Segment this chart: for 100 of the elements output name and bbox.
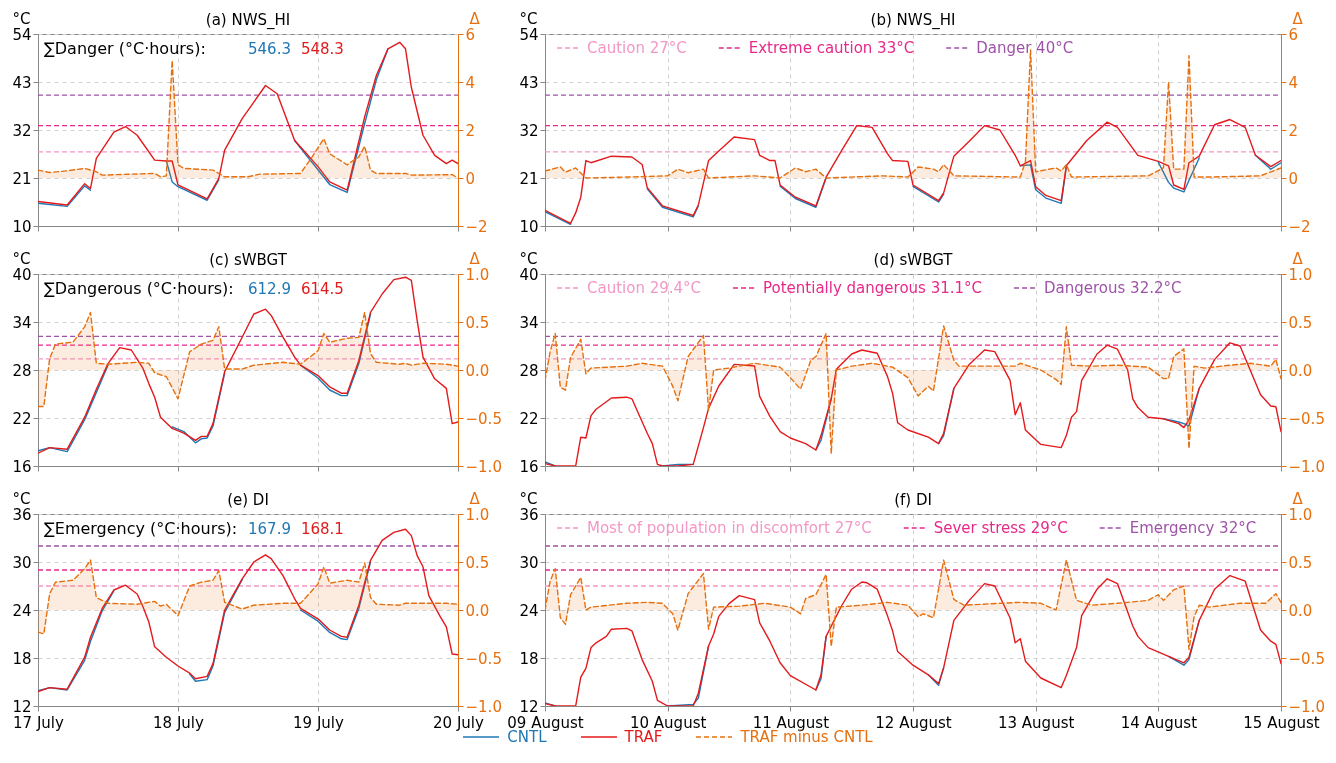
y-tick-label: 30 xyxy=(12,553,32,572)
y2-axis-title: Δ xyxy=(469,9,481,28)
y-tick-label: 30 xyxy=(519,553,539,572)
legend-label: Emergency 32°C xyxy=(1129,519,1257,537)
y-tick-label: 10 xyxy=(519,217,539,236)
y2-tick-label: 0.0 xyxy=(1288,601,1313,620)
legend-label: Dangerous 32.2°C xyxy=(1044,279,1182,297)
chart-title: (b) NWS_HI xyxy=(870,11,956,30)
y-tick-label: 18 xyxy=(12,649,32,668)
y-tick-label: 28 xyxy=(12,361,32,380)
y-tick-label: 34 xyxy=(519,313,539,332)
y2-tick-label: −0.5 xyxy=(465,409,502,428)
y2-tick-label: −0.5 xyxy=(1288,649,1325,668)
chart-title: (f) DI xyxy=(894,491,932,509)
y-tick-label: 10 xyxy=(12,217,32,236)
y-tick-label: 16 xyxy=(519,457,539,476)
y2-tick-label: −0.5 xyxy=(1288,409,1325,428)
y2-tick-label: 0.5 xyxy=(1288,313,1313,332)
chart-title: (a) NWS_HI xyxy=(205,11,291,30)
annotation: 546.3 xyxy=(248,40,291,58)
legend-label: Caution 29.4°C xyxy=(587,279,702,297)
y2-tick-label: 0 xyxy=(465,169,476,188)
chart-title: (d) sWBGT xyxy=(873,251,954,269)
y-tick-label: 22 xyxy=(519,409,539,428)
y2-tick-label: 0.5 xyxy=(465,313,490,332)
legend-label: TRAF xyxy=(624,728,663,746)
y2-tick-label: 4 xyxy=(465,73,476,92)
y2-tick-label: −2 xyxy=(1288,217,1311,236)
annotation: 614.5 xyxy=(300,280,344,298)
annotation: 548.3 xyxy=(300,40,344,58)
y2-tick-label: 1.0 xyxy=(465,265,490,284)
y2-tick-label: 4 xyxy=(1288,73,1299,92)
y2-tick-label: −0.5 xyxy=(465,649,502,668)
x-tick-label: 19 July xyxy=(293,713,345,732)
x-tick-label: 13 August xyxy=(997,713,1075,732)
annotation: ∑Dangerous (°C·hours): xyxy=(44,279,234,298)
y2-tick-label: −1.0 xyxy=(465,697,502,716)
y2-axis-title: Δ xyxy=(1292,9,1304,28)
y-tick-label: 22 xyxy=(12,409,32,428)
y2-tick-label: 1.0 xyxy=(1288,505,1313,524)
y-axis-title: °C xyxy=(519,9,538,28)
annotation: ∑Emergency (°C·hours): xyxy=(44,519,238,538)
y2-tick-label: 0.0 xyxy=(465,361,490,380)
y-axis-title: °C xyxy=(519,489,538,508)
y-tick-label: 12 xyxy=(519,697,539,716)
y2-tick-label: 0.0 xyxy=(465,601,490,620)
legend-label: Sever stress 29°C xyxy=(933,519,1068,537)
y2-tick-label: 2 xyxy=(465,121,476,140)
y-tick-label: 36 xyxy=(519,505,539,524)
y2-axis-title: Δ xyxy=(469,249,481,268)
y2-tick-label: 6 xyxy=(1288,25,1299,44)
y-axis-title: °C xyxy=(12,9,31,28)
x-tick-label: 12 August xyxy=(875,713,952,732)
y-tick-label: 34 xyxy=(12,313,32,332)
y-tick-label: 40 xyxy=(519,265,539,284)
y-tick-label: 18 xyxy=(519,649,539,668)
y-tick-label: 21 xyxy=(12,169,32,188)
y2-tick-label: 6 xyxy=(465,25,476,44)
x-tick-label: 20 July xyxy=(433,713,485,732)
y2-tick-label: 0.5 xyxy=(465,553,490,572)
y2-tick-label: −1.0 xyxy=(1288,697,1325,716)
y-tick-label: 16 xyxy=(12,457,32,476)
y-tick-label: 24 xyxy=(12,601,32,620)
y-tick-label: 32 xyxy=(519,121,539,140)
legend-label: Extreme caution 33°C xyxy=(748,39,915,57)
legend-label: Most of population in discomfort 27°C xyxy=(587,519,872,537)
annotation: ∑Danger (°C·hours): xyxy=(44,39,206,58)
x-tick-label: 14 August xyxy=(1120,713,1198,732)
y-tick-label: 54 xyxy=(12,25,32,44)
y2-tick-label: −2 xyxy=(465,217,488,236)
y-tick-label: 12 xyxy=(12,697,32,716)
y2-tick-label: 1.0 xyxy=(465,505,490,524)
y2-axis-title: Δ xyxy=(1292,249,1304,268)
x-tick-label: 15 August xyxy=(1243,713,1320,732)
y2-axis-title: Δ xyxy=(469,489,481,508)
y2-tick-label: 0.5 xyxy=(1288,553,1313,572)
y2-tick-label: −1.0 xyxy=(1288,457,1325,476)
y-tick-label: 43 xyxy=(519,73,539,92)
x-tick-label: 18 July xyxy=(153,713,205,732)
y2-axis-title: Δ xyxy=(1292,489,1304,508)
y-axis-title: °C xyxy=(12,249,31,268)
annotation: 167.9 xyxy=(248,520,291,538)
y-axis-title: °C xyxy=(12,489,31,508)
annotation: 168.1 xyxy=(300,520,344,538)
legend-label: Potentially dangerous 31.1°C xyxy=(763,279,983,297)
chart-title: (c) sWBGT xyxy=(209,251,288,269)
y-tick-label: 32 xyxy=(12,121,32,140)
y-tick-label: 36 xyxy=(12,505,32,524)
x-tick-label: 17 July xyxy=(13,713,65,732)
y-tick-label: 28 xyxy=(519,361,539,380)
y-tick-label: 21 xyxy=(519,169,539,188)
chart-title: (e) DI xyxy=(227,491,269,509)
y2-tick-label: 1.0 xyxy=(1288,265,1313,284)
annotation: 612.9 xyxy=(248,280,291,298)
y-tick-label: 43 xyxy=(12,73,32,92)
y2-tick-label: 2 xyxy=(1288,121,1299,140)
legend-label: Danger 40°C xyxy=(976,39,1074,57)
legend-label: CNTL xyxy=(507,728,547,746)
legend-label: Caution 27°C xyxy=(587,39,687,57)
y2-tick-label: 0.0 xyxy=(1288,361,1313,380)
